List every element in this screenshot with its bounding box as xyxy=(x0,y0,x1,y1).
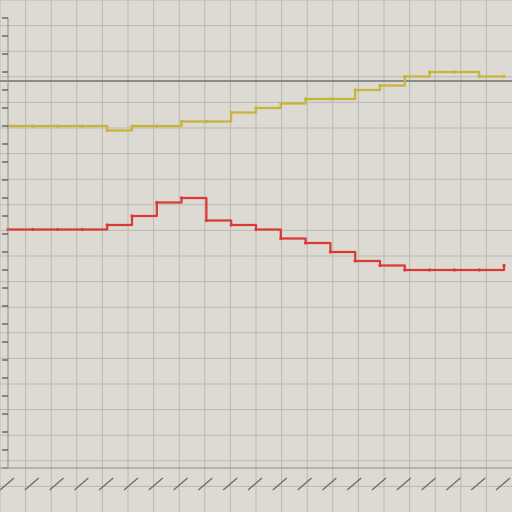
x-tick xyxy=(495,477,511,491)
series-2-point xyxy=(452,268,456,272)
x-tick xyxy=(123,477,139,491)
series-2-point xyxy=(378,263,382,268)
series-1-point xyxy=(328,97,332,101)
series-2-point xyxy=(180,196,184,200)
series-1-point xyxy=(452,70,456,74)
x-tick xyxy=(0,477,15,491)
series-1-point xyxy=(353,88,357,92)
series-1-point xyxy=(254,106,258,110)
series-1-point xyxy=(180,119,184,124)
series-1-point xyxy=(229,110,233,115)
x-tick xyxy=(98,477,114,491)
x-tick xyxy=(222,477,238,491)
series-1-point xyxy=(31,124,35,128)
series-2-point xyxy=(130,214,134,218)
x-tick xyxy=(272,477,288,491)
x-tick xyxy=(321,477,337,491)
x-tick xyxy=(371,477,387,491)
x-tick xyxy=(346,477,362,491)
x-tick xyxy=(297,477,313,491)
x-axis xyxy=(0,467,512,491)
series-2-point xyxy=(328,250,332,254)
series-lines xyxy=(6,70,506,272)
series-1-point xyxy=(204,119,208,124)
series-1-point xyxy=(428,70,432,74)
x-tick xyxy=(49,477,65,491)
series-2-point xyxy=(80,227,84,232)
series-2-point xyxy=(155,200,159,205)
x-tick xyxy=(197,477,213,491)
series-1-point xyxy=(105,128,109,133)
series-1-point xyxy=(130,124,134,128)
x-tick xyxy=(247,477,263,491)
series-1-point xyxy=(477,74,481,79)
series-1-point xyxy=(378,83,382,88)
series-2-point xyxy=(477,268,481,272)
x-tick xyxy=(445,477,461,491)
series-1-point xyxy=(502,74,506,79)
series-2-point xyxy=(502,263,506,268)
series-2-point xyxy=(304,241,308,245)
series-1-point xyxy=(80,124,84,128)
series-2-point xyxy=(204,218,208,223)
x-tick xyxy=(148,477,164,491)
series-2-point xyxy=(229,223,233,227)
series-2-point xyxy=(31,227,35,232)
series-2-point xyxy=(403,268,407,272)
x-tick xyxy=(470,477,486,491)
x-tick xyxy=(421,477,437,491)
series-1-point xyxy=(155,124,159,128)
series-line-1 xyxy=(8,70,504,132)
series-1-point xyxy=(56,124,60,128)
series-1-point xyxy=(279,101,283,106)
series-1-point xyxy=(403,74,407,79)
x-tick xyxy=(24,477,40,491)
series-1-point xyxy=(304,97,308,101)
x-tick xyxy=(396,477,412,491)
series-2-point xyxy=(105,223,109,227)
series-2-point xyxy=(279,236,283,241)
series-2-point xyxy=(428,268,432,272)
series-2-point xyxy=(353,259,357,263)
x-tick xyxy=(73,477,89,491)
series-2-point xyxy=(56,227,60,232)
x-tick xyxy=(173,477,189,491)
series-2-point xyxy=(254,227,258,232)
